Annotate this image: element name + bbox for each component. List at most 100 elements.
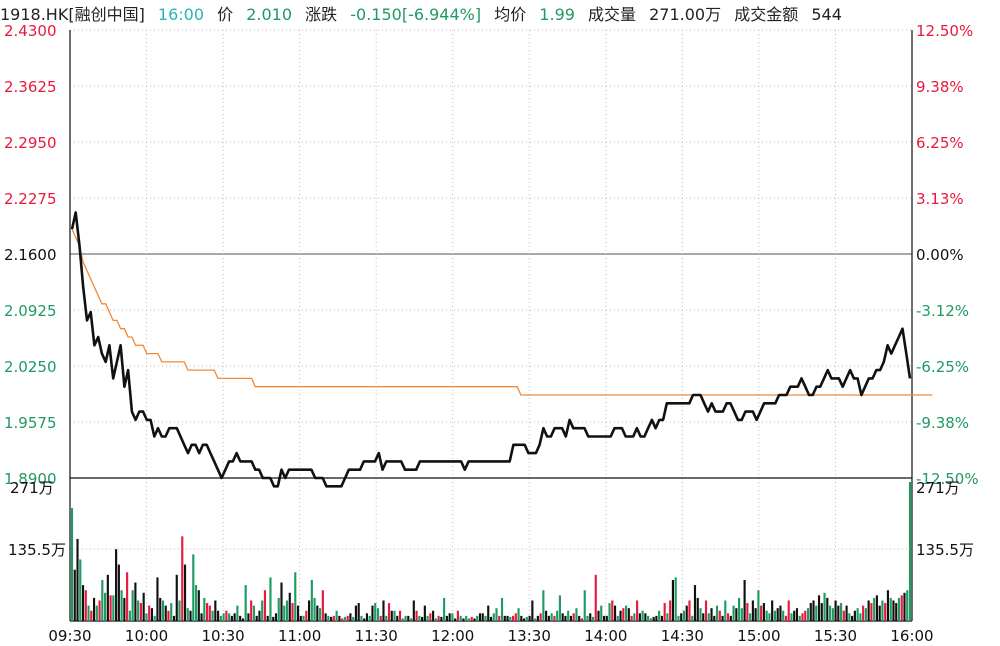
- volume-bar: [280, 582, 283, 621]
- volume-bar: [313, 597, 316, 621]
- volume-bar: [476, 615, 479, 621]
- volume-bar: [751, 600, 754, 621]
- volume-bar: [349, 613, 352, 621]
- volume-bar: [773, 610, 777, 621]
- volume-bar: [572, 613, 575, 621]
- volume-bar: [363, 618, 366, 621]
- volume-bar: [409, 618, 413, 621]
- volume-bar: [528, 615, 531, 621]
- volume-bar: [484, 615, 487, 621]
- volume-bar: [622, 608, 625, 621]
- volume-bar: [379, 615, 382, 621]
- volume-bar: [332, 615, 335, 621]
- price-tick-label: 2.3625: [4, 78, 57, 96]
- volume-bar: [239, 615, 242, 621]
- change-value: -0.150[-6.944%]: [350, 5, 482, 24]
- volume-bar: [487, 605, 490, 621]
- price-value: 2.010: [246, 5, 293, 24]
- volume-bar: [726, 613, 730, 621]
- volume-bar: [509, 616, 512, 621]
- volume-bar: [205, 603, 209, 621]
- volume-bar: [423, 605, 426, 621]
- volume-bar: [897, 597, 901, 621]
- volume-bar: [365, 613, 369, 621]
- volume-bar: [376, 608, 380, 621]
- volume-bar: [172, 615, 176, 621]
- volume-bar: [602, 615, 606, 621]
- volume-bar: [142, 592, 145, 621]
- avg-value: 1.99: [539, 5, 575, 24]
- volume-bar: [299, 615, 302, 621]
- volume-bar: [208, 605, 211, 621]
- volume-bar: [247, 613, 250, 621]
- volume-bar: [569, 615, 573, 621]
- volume-bar: [867, 600, 870, 621]
- volume-bar: [732, 605, 735, 621]
- time-tick-label: 14:00: [584, 627, 627, 645]
- time-label: 16:00: [157, 5, 205, 24]
- volume-bar: [630, 615, 633, 621]
- volume-bar: [848, 613, 851, 621]
- volume-bar: [649, 618, 652, 621]
- volume-bar: [269, 577, 272, 621]
- volume-bar: [258, 610, 261, 621]
- volume-bar: [674, 577, 677, 621]
- volume-bar: [467, 618, 471, 621]
- time-tick-label: 13:30: [508, 627, 551, 645]
- volume-bar: [252, 605, 256, 621]
- volume-bar: [594, 574, 597, 621]
- volume-bar: [189, 610, 192, 621]
- volume-bar: [236, 605, 239, 621]
- volume-bar: [90, 610, 93, 621]
- volume-bar: [131, 590, 134, 621]
- volume-bar: [338, 615, 341, 621]
- volume-bar: [465, 615, 468, 621]
- volume-bar: [611, 600, 614, 621]
- volume-bar: [473, 618, 476, 621]
- volume-bar: [636, 600, 639, 621]
- volume-bar: [233, 613, 236, 621]
- volume-bar: [178, 600, 181, 621]
- price-line: [70, 211, 912, 488]
- volume-bar: [462, 618, 465, 621]
- volume-bar: [148, 605, 151, 621]
- volume-bar: [721, 615, 724, 621]
- volume-bar: [197, 590, 200, 621]
- volume-bar: [666, 613, 669, 621]
- volume-bar: [790, 613, 793, 621]
- volume-bar: [357, 603, 360, 621]
- volume-bar: [274, 613, 278, 621]
- volume-bar: [713, 615, 716, 621]
- volume-bar: [892, 600, 895, 621]
- volume-bar: [434, 618, 437, 621]
- volume-bar: [583, 590, 586, 621]
- volume-bar: [644, 613, 647, 621]
- volume-bar: [219, 615, 222, 621]
- volume-bar: [445, 615, 448, 621]
- time-tick-label: 09:30: [48, 627, 91, 645]
- volume-bar: [715, 605, 719, 621]
- volume-bar: [203, 597, 206, 621]
- volume-bar: [382, 600, 385, 621]
- pct-tick-label: 6.25%: [916, 134, 964, 152]
- volume-bar: [81, 585, 85, 621]
- time-tick-label: 12:00: [431, 627, 474, 645]
- volume-bar: [641, 610, 644, 621]
- volume-bar: [186, 608, 189, 621]
- volume-bar: [795, 608, 799, 621]
- volume-bar: [881, 600, 884, 621]
- volume-bar: [404, 615, 407, 621]
- volume-bar: [156, 577, 159, 621]
- volume-bar: [139, 603, 142, 621]
- change-caption: 涨跌: [305, 5, 338, 24]
- volume-bar: [429, 613, 432, 621]
- volume-bar: [137, 600, 140, 621]
- volume-bar: [798, 615, 801, 621]
- volume-bar: [454, 618, 457, 621]
- volume-bar: [738, 597, 741, 621]
- volume-bar: [412, 600, 415, 621]
- volume-bar: [845, 605, 848, 621]
- volume-bar: [826, 597, 829, 621]
- price-tick-label: 2.1600: [4, 246, 57, 264]
- volume-bar: [809, 603, 812, 621]
